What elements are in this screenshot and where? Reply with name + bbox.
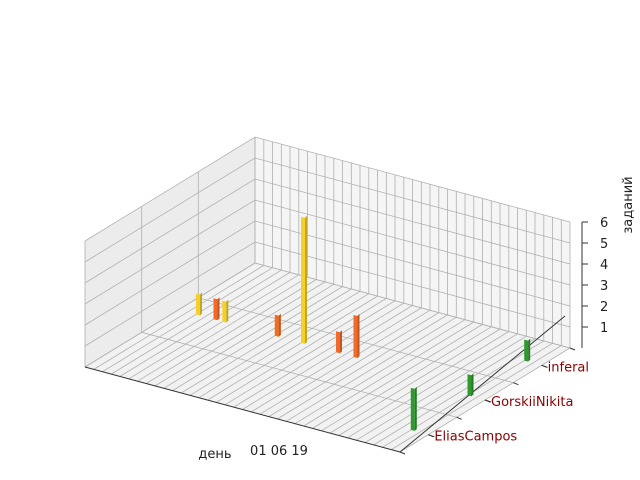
category-label: EliasCampos	[434, 430, 517, 445]
z-tick-label: 4	[600, 258, 608, 273]
category-label: inferal	[548, 360, 589, 375]
bar-side	[357, 314, 360, 358]
bars	[196, 215, 531, 431]
z-tick-label: 5	[600, 237, 608, 252]
bar-side	[226, 299, 229, 323]
z-grid-line	[84, 262, 571, 368]
bar-side	[200, 292, 202, 316]
z-tick-label: 1	[600, 321, 608, 336]
z-tick-label: 3	[600, 279, 608, 294]
z-axis-label: заданий	[621, 176, 636, 233]
z-grid-line	[84, 178, 571, 284]
bar-side	[305, 215, 307, 344]
z-tick-label: 2	[600, 300, 608, 315]
bar	[222, 300, 227, 323]
z-tick-label: 6	[600, 216, 608, 231]
z-grid-line	[84, 136, 571, 242]
bar-side	[278, 313, 281, 337]
bar	[274, 314, 279, 337]
y-minor-tick	[484, 399, 491, 403]
x-axis-line	[84, 366, 401, 453]
y-axis-line	[399, 315, 566, 453]
bar	[196, 293, 200, 316]
y-minor-tick	[428, 434, 434, 438]
x-axis-label: день	[198, 447, 231, 462]
bar	[301, 216, 305, 344]
bar-side	[340, 330, 342, 354]
z-grid-line	[84, 157, 571, 263]
bar	[467, 374, 472, 397]
y-minor-tick	[456, 416, 462, 420]
z-grid-line	[84, 241, 571, 347]
bar	[353, 315, 358, 358]
category-label: GorskiiNikita	[491, 395, 573, 410]
z-grid-line	[84, 220, 571, 326]
grid-lines	[84, 136, 571, 453]
bar	[336, 331, 340, 354]
bar-side	[471, 373, 474, 397]
axis-labels: день заданий 01 06 19 EliasCampos Gorskii…	[198, 176, 636, 462]
bar-side	[217, 297, 220, 321]
x-tick-label: 01 06 19	[250, 444, 308, 459]
bar-side	[414, 386, 417, 431]
bar	[524, 339, 529, 362]
bar	[410, 387, 415, 431]
z-grid-line	[84, 199, 571, 305]
y-minor-tick	[541, 364, 547, 368]
y-minor-tick	[569, 347, 576, 351]
axis-lines	[84, 221, 588, 455]
y-minor-tick	[513, 382, 519, 386]
y-minor-tick	[399, 451, 406, 455]
bar	[213, 298, 218, 321]
bar-side	[528, 338, 531, 362]
